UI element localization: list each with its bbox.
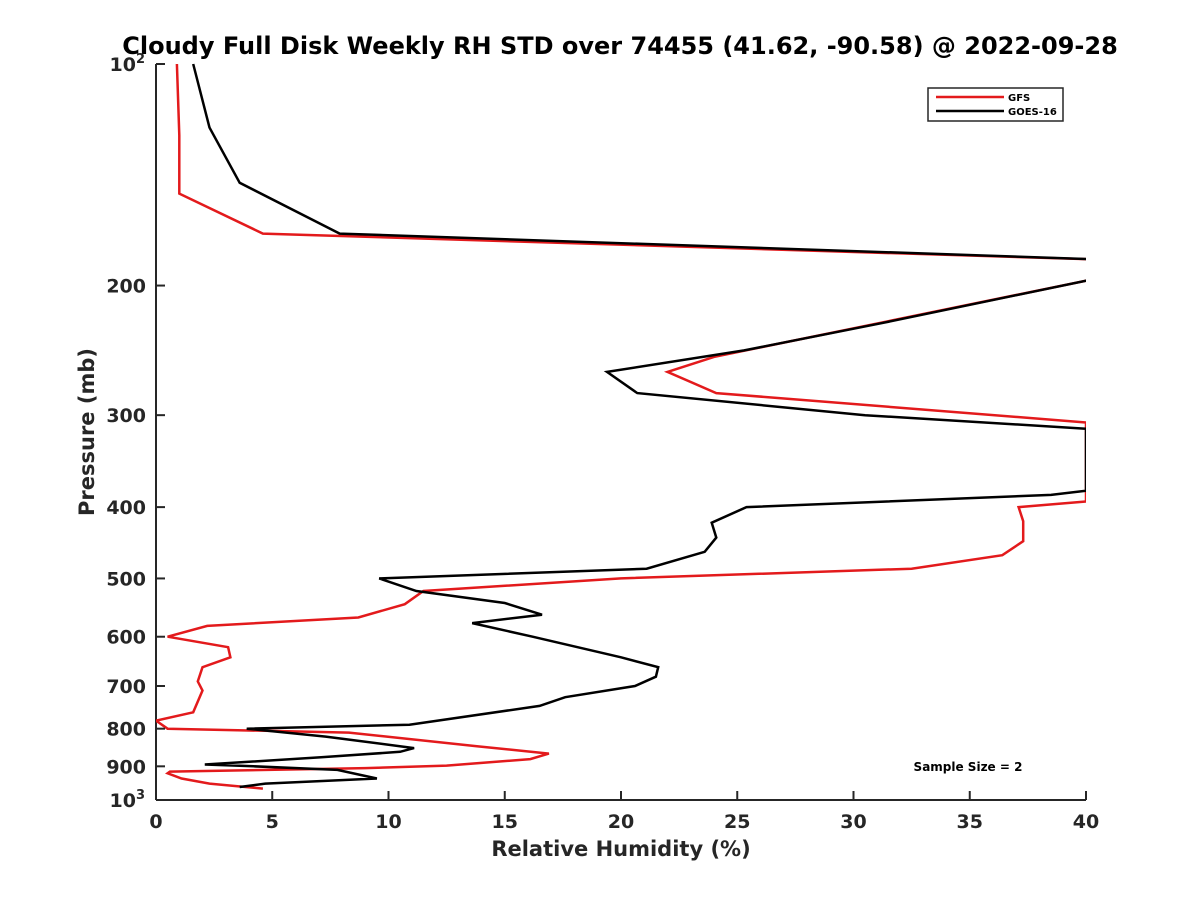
y-tick-exponent: 2 bbox=[136, 52, 145, 67]
sample-size-annotation: Sample Size = 2 bbox=[914, 760, 1023, 774]
series-layer bbox=[156, 63, 1086, 790]
x-tick-label: 0 bbox=[149, 811, 162, 833]
x-ticks: 0 5 10 15 20 25 30 35 40 bbox=[149, 791, 1099, 833]
y-tick-label: 200 bbox=[106, 276, 146, 298]
y-tick-label: 600 bbox=[106, 627, 146, 649]
plot-frame bbox=[156, 64, 1086, 800]
y-tick-label: 800 bbox=[106, 719, 146, 741]
x-tick-label: 30 bbox=[840, 811, 866, 833]
y-tick-label: 300 bbox=[106, 405, 146, 427]
y-tick-label: 900 bbox=[106, 756, 146, 778]
legend-label-goes16: GOES-16 bbox=[1008, 107, 1057, 118]
y-tick-exponent: 3 bbox=[136, 788, 145, 803]
plot-area bbox=[155, 64, 1086, 801]
x-tick-label: 5 bbox=[266, 811, 279, 833]
y-tick-label: 500 bbox=[106, 568, 146, 590]
x-tick-label: 40 bbox=[1073, 811, 1099, 833]
y-tick-label: 10 bbox=[110, 790, 136, 812]
x-tick-label: 35 bbox=[957, 811, 983, 833]
series-line-gfs bbox=[156, 63, 1086, 790]
y-tick-label: 700 bbox=[106, 676, 146, 698]
legend: GFS GOES-16 bbox=[927, 87, 1064, 122]
x-tick-label: 10 bbox=[375, 811, 401, 833]
y-tick-label: 10 bbox=[110, 54, 136, 76]
x-tick-label: 20 bbox=[608, 811, 634, 833]
chart-title: Cloudy Full Disk Weekly RH STD over 7445… bbox=[122, 32, 1118, 60]
y-tick-label: 400 bbox=[106, 497, 146, 519]
x-tick-label: 25 bbox=[724, 811, 750, 833]
x-tick-label: 15 bbox=[492, 811, 518, 833]
legend-box bbox=[927, 87, 1064, 122]
series-line-goes16 bbox=[191, 63, 1086, 789]
legend-label-gfs: GFS bbox=[1008, 93, 1030, 104]
y-axis-label: Pressure (mb) bbox=[75, 348, 99, 516]
x-axis-label: Relative Humidity (%) bbox=[491, 837, 750, 861]
